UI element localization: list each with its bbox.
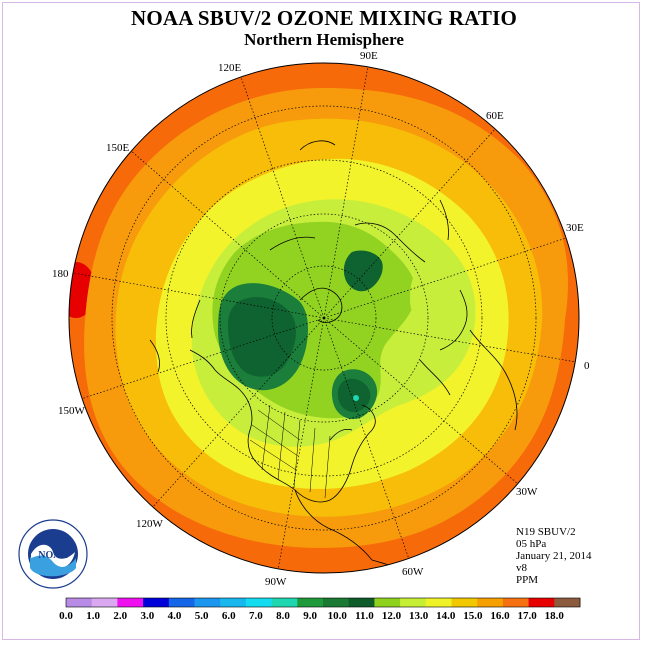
colorbar-tick-label: 13.0 [409,610,429,622]
meridians [69,65,577,571]
contour-9a-core [228,297,296,377]
contour-8 [353,395,359,401]
colorbar-tick-label: 14.0 [436,610,456,622]
colorbar-swatch [374,598,401,607]
colorbar-tick-label: 17.0 [518,610,538,622]
colorbar-tick-label: 0.0 [59,610,73,622]
colorbar-tick-label: 10.0 [328,610,348,622]
version-label: v8 [516,562,527,574]
colorbar-tick-label: 1.0 [86,610,100,622]
lon-label-150e: 150E [106,142,130,154]
colorbar-swatch [451,598,478,607]
ozone-contours [69,63,579,573]
coastlines [149,140,518,573]
colorbar-swatch [194,598,221,607]
colorbar-tick-label: 6.0 [222,610,236,622]
colorbar-swatch [271,598,298,607]
colorbar-tick-label: 16.0 [490,610,510,622]
date-label: January 21, 2014 [516,550,592,562]
figure-frame [2,2,640,640]
logo-text: NOAA [38,550,68,561]
colorbar-tick-label: 11.0 [355,610,374,622]
colorbar-swatch [245,598,273,607]
units-label: PPM [516,574,539,586]
contour-11b [410,267,463,330]
level-label: 05 hPa [516,538,547,550]
colorbar-swatch [425,598,452,607]
instrument-label: N19 SBUV/2 [516,526,576,538]
latitude-circles [111,105,537,531]
colorbar-swatch [528,598,555,607]
colorbar-tick-label: 12.0 [382,610,402,622]
colorbar-tick-label: 8.0 [276,610,290,622]
colorbar-swatch [220,598,247,607]
colorbar-tick-label: 15.0 [463,610,483,622]
colorbar-tick-label: 7.0 [249,610,263,622]
colorbar-swatch [477,598,504,607]
colorbar: 0.0 1.0 2.0 3.0 4.0 5.0 6.0 7.0 8.0 9.0 10.0 11.0 12… [59,597,581,622]
lon-label-120e: 120E [218,62,242,74]
colorbar-swatch [400,598,427,607]
colorbar-swatch [297,598,324,607]
colorbar-swatch [91,598,118,607]
contour-9b [343,250,383,292]
info-block: N19 SBUV/2 05 hPa January 21, 2014 v8 PP… [516,526,591,586]
colorbar-swatch [502,598,530,607]
state-lines [249,404,331,499]
colorbar-frame [65,597,581,608]
chart-title: NOAA SBUV/2 OZONE MIXING RATIO [131,6,517,30]
noaa-logo: NOAA [18,519,88,589]
lon-label-60w: 60W [402,566,424,578]
colorbar-tick-label: 3.0 [141,610,155,622]
lon-label-0: 0 [584,360,590,372]
lon-label-120w: 120W [136,518,163,530]
colorbar-swatch [143,598,170,607]
lon-label-60e: 60E [486,110,504,122]
map-border [68,62,580,574]
colorbar-swatch [168,598,195,607]
contour-16 [69,262,96,318]
lon-label-150w: 150W [58,405,85,417]
lon-label-30e: 30E [566,222,584,234]
colorbar-swatch [66,598,93,607]
colorbar-tick-label: 4.0 [168,610,182,622]
colorbar-tick-label: 18.0 [545,610,565,622]
colorbar-tick-label: 9.0 [303,610,317,622]
lon-label-180: 180 [52,268,69,280]
chart-subtitle: Northern Hemisphere [244,30,404,49]
colorbar-swatch [554,598,581,607]
lon-label-90w: 90W [265,576,287,588]
colorbar-swatch [348,598,375,607]
colorbar-swatch [323,598,350,607]
colorbar-swatch [117,598,144,607]
contour-9c-core [337,378,371,413]
lon-label-90e: 90E [360,50,378,62]
colorbar-tick-label: 2.0 [113,610,127,622]
colorbar-tick-label: 5.0 [195,610,209,622]
lon-label-30w: 30W [516,486,538,498]
